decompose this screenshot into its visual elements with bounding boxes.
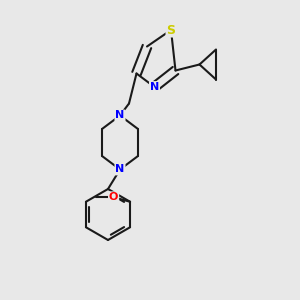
Text: N: N xyxy=(116,110,124,121)
Text: S: S xyxy=(167,23,176,37)
Text: N: N xyxy=(150,82,159,92)
Text: O: O xyxy=(109,192,118,202)
Text: N: N xyxy=(116,164,124,175)
